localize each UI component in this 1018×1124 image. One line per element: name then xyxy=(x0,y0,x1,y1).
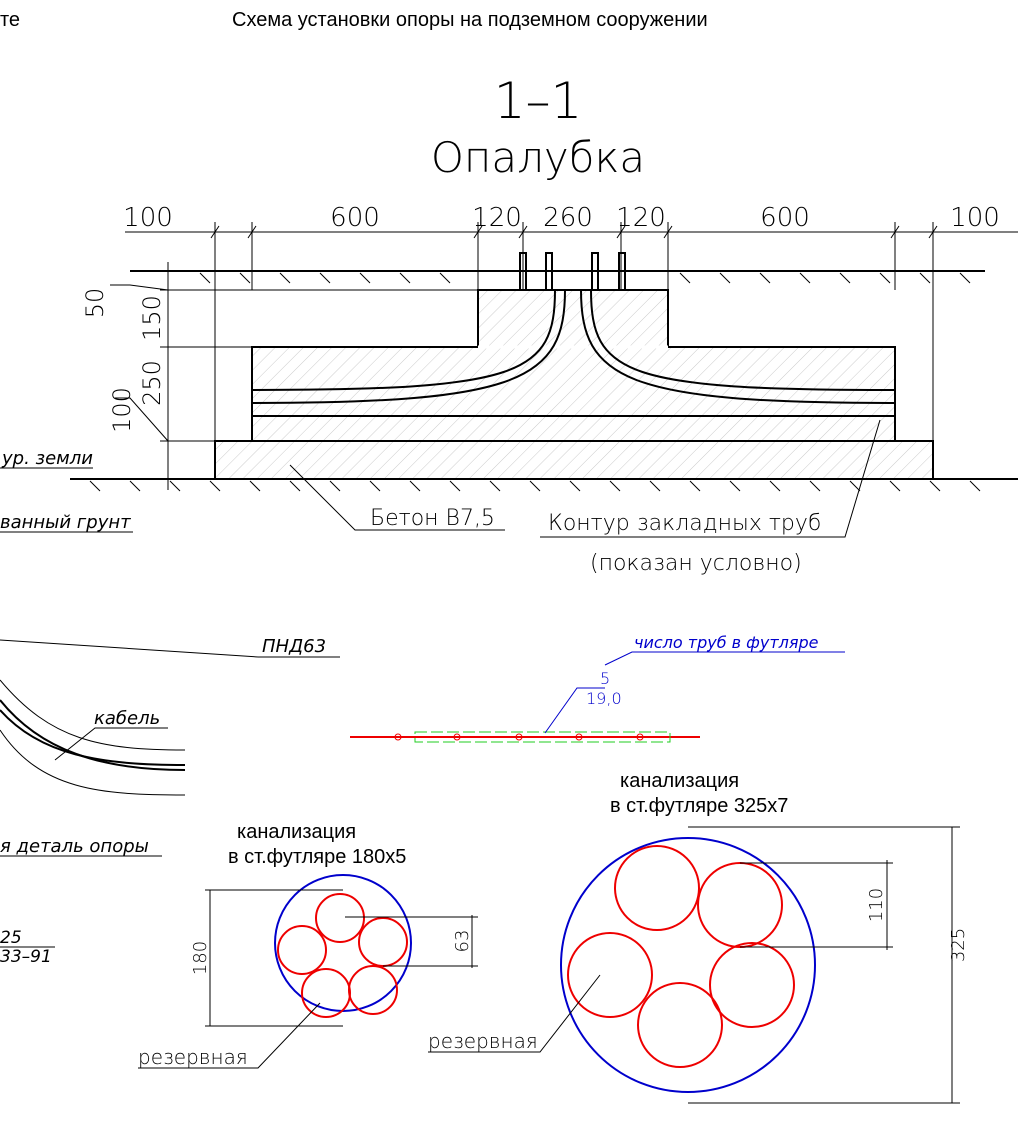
label: число труб в футляре xyxy=(634,633,819,652)
top-dim: 600 xyxy=(760,203,810,233)
ground-tick xyxy=(529,480,541,492)
ground-tick xyxy=(399,272,411,284)
ground-tick xyxy=(729,480,741,492)
ground-tick xyxy=(239,272,251,284)
label: ур. земли xyxy=(1,448,93,469)
ground-tick xyxy=(169,480,181,492)
label: ванный грунт xyxy=(0,512,131,533)
ground-tick xyxy=(89,480,101,492)
top-dim: 120 xyxy=(616,203,666,233)
ground-tick xyxy=(609,480,621,492)
ground-tick xyxy=(249,480,261,492)
label: 25 xyxy=(0,928,22,948)
ground-tick xyxy=(289,480,301,492)
block-mid xyxy=(251,346,896,442)
ground-tick xyxy=(839,272,851,284)
dim-tick xyxy=(890,225,900,239)
ground-tick xyxy=(929,480,941,492)
ground-tick xyxy=(919,272,931,284)
ground-tick xyxy=(319,272,331,284)
label: резервная xyxy=(138,1045,248,1069)
section-name: Опалубка xyxy=(431,133,645,182)
ground-tick xyxy=(209,480,221,492)
ground-tick xyxy=(569,480,581,492)
ground-tick xyxy=(969,480,981,492)
ground-tick xyxy=(489,480,501,492)
header-title: Схема установки опоры на подземном соору… xyxy=(232,9,708,31)
dim-tick xyxy=(210,225,220,239)
dim: 110 xyxy=(866,888,887,922)
label: 33–91 xyxy=(0,947,52,967)
label: в ст.футляре 325х7 xyxy=(610,795,788,817)
ground-tick xyxy=(449,480,461,492)
top-dim: 100 xyxy=(950,203,1000,233)
label: резервная xyxy=(428,1029,538,1053)
ground-tick xyxy=(689,480,701,492)
top-dim: 600 xyxy=(330,203,380,233)
ground-tick xyxy=(889,480,901,492)
side-dim: 150 xyxy=(138,295,166,341)
label: 5 xyxy=(600,669,610,688)
section-number: 1–1 xyxy=(494,72,583,130)
ground-tick xyxy=(369,480,381,492)
ground-tick xyxy=(809,480,821,492)
label: в ст.футляре 180х5 xyxy=(228,846,406,868)
pipe xyxy=(580,289,896,404)
dim-tick xyxy=(616,225,626,239)
ground-tick xyxy=(129,480,141,492)
ground-tick xyxy=(329,480,341,492)
dim-tick xyxy=(247,225,257,239)
block-base xyxy=(214,440,934,480)
ground-tick xyxy=(879,272,891,284)
dim-tick xyxy=(928,225,938,239)
ground-tick xyxy=(199,272,211,284)
top-dim: 100 xyxy=(123,203,173,233)
ground-tick xyxy=(649,480,661,492)
ground-tick xyxy=(799,272,811,284)
ground-tick xyxy=(849,480,861,492)
ground-tick xyxy=(279,272,291,284)
side-dim: 50 xyxy=(81,288,109,319)
pipe xyxy=(590,289,896,391)
dim-tick xyxy=(518,225,528,239)
header-left: те xyxy=(0,9,20,31)
ground-tick xyxy=(959,272,971,284)
dim-tick xyxy=(663,225,673,239)
ground-tick xyxy=(409,480,421,492)
label: я деталь опоры xyxy=(0,836,149,857)
label: 19,0 xyxy=(586,689,622,708)
label: канализация xyxy=(237,821,356,843)
ground-tick xyxy=(769,480,781,492)
label: Контур закладных труб xyxy=(548,511,821,536)
dim: 325 xyxy=(948,928,969,962)
top-dim: 120 xyxy=(472,203,522,233)
ground-tick xyxy=(359,272,371,284)
dim: 63 xyxy=(452,930,473,953)
label: Бетон В7,5 xyxy=(370,506,495,531)
ground-tick xyxy=(719,272,731,284)
dim-tick xyxy=(473,225,483,239)
side-dim: 250 xyxy=(138,360,166,406)
pipe xyxy=(251,289,556,391)
block-top xyxy=(477,289,669,348)
top-dim: 260 xyxy=(543,203,593,233)
label: ПНД63 xyxy=(262,636,326,657)
ground-tick xyxy=(439,272,451,284)
dim: 180 xyxy=(190,941,211,975)
pipe xyxy=(251,289,566,404)
side-dim: 100 xyxy=(108,387,136,433)
layout xyxy=(0,222,1018,1104)
label: (показан условно) xyxy=(590,551,802,576)
texts: те Схема установки опоры на подземном со… xyxy=(0,9,1000,1069)
label: канализация xyxy=(620,770,739,792)
ground-tick xyxy=(679,272,691,284)
ground-tick xyxy=(759,272,771,284)
label: кабель xyxy=(94,708,160,729)
